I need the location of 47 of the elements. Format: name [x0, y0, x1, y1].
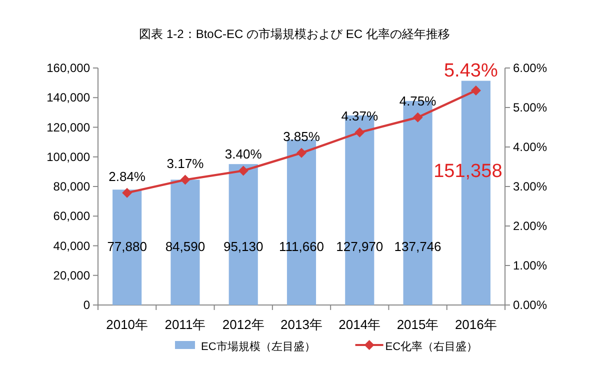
x-tick-label: 2016年: [454, 317, 497, 332]
data-label: 84,590: [165, 238, 206, 254]
data-label: 95,130: [223, 238, 264, 254]
data-label: 111,660: [278, 238, 324, 254]
x-tick-label: 2011年: [164, 317, 206, 332]
y-tick-label: 40,000: [53, 238, 90, 253]
x-tick-label: 2015年: [396, 317, 439, 332]
x-tick-label: 2013年: [280, 317, 322, 332]
point: [296, 148, 306, 158]
legend-label: EC市場規模（左目盛）: [201, 340, 316, 353]
data-label: 5.43%: [444, 60, 498, 82]
chart-title: 図表 1-2：BtoC-EC の市場規模および EC 化率の経年推移: [139, 27, 450, 41]
y2-tick-label: 1.00%: [513, 258, 548, 272]
y-tick-label: 140,000: [46, 90, 90, 105]
y2-tick-label: 5.00%: [513, 100, 548, 114]
y-tick-label: 100,000: [46, 150, 90, 164]
data-label: 127,970: [336, 238, 384, 254]
data-label: 3.17%: [166, 156, 204, 171]
y-tick-label: 120,000: [46, 120, 90, 134]
y-tick-label: 60,000: [53, 209, 90, 224]
point: [180, 174, 190, 185]
data-label: 3.85%: [283, 128, 320, 144]
y2-tick-label: 2.00%: [513, 219, 548, 233]
y2-tick-label: 3.00%: [513, 180, 548, 194]
point: [122, 188, 132, 198]
x-tick-label: 2012年: [222, 317, 264, 332]
data-label: 4.37%: [341, 108, 379, 124]
point: [470, 86, 481, 96]
point: [354, 127, 365, 138]
data-label: 137,746: [394, 238, 442, 254]
data-label: 77,880: [107, 238, 147, 254]
x-tick-label: 2010年: [106, 317, 148, 332]
y-tick-label: 160,000: [46, 61, 90, 75]
data-label: 4.75%: [399, 93, 437, 108]
point: [412, 112, 423, 122]
y2-tick-label: 0.00%: [513, 298, 548, 312]
y2-tick-label: 4.00%: [513, 140, 548, 154]
data-label: 2.84%: [108, 168, 146, 184]
y-tick-label: 20,000: [53, 268, 90, 282]
y-tick-label: 80,000: [53, 180, 90, 194]
data-label: 3.40%: [224, 146, 262, 162]
data-label: 151,358: [434, 161, 502, 182]
x-tick-label: 2014年: [338, 317, 381, 332]
point: [238, 166, 248, 176]
legend-label: EC化率（右目盛）: [385, 340, 478, 353]
y-tick-label: 0: [83, 298, 90, 312]
y2-tick-label: 6.00%: [513, 61, 548, 75]
